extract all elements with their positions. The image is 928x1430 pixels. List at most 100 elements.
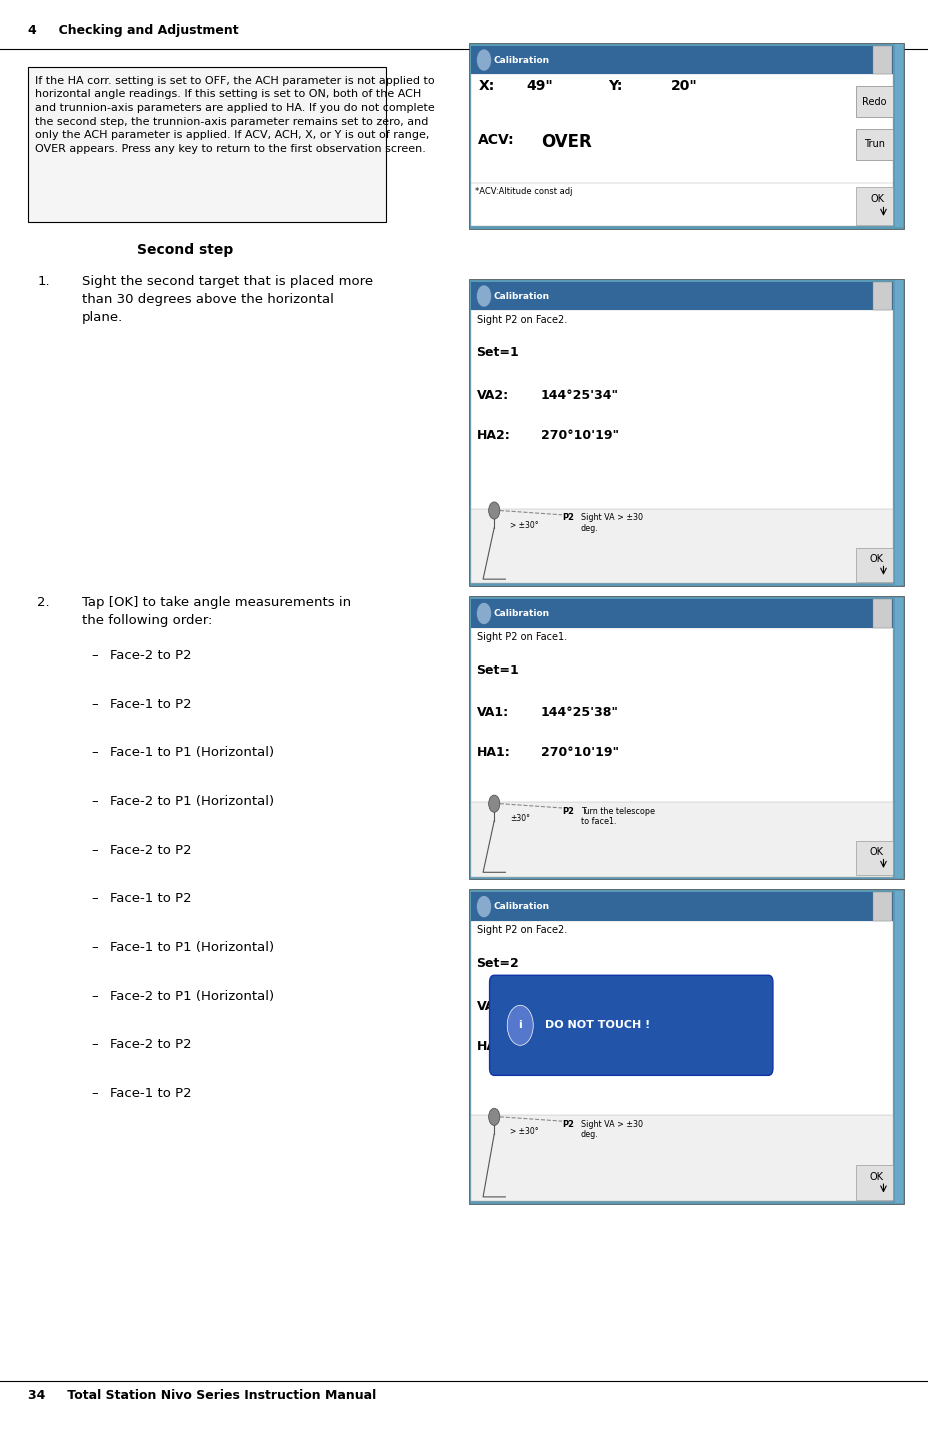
- Text: Face-1 to P2: Face-1 to P2: [110, 698, 191, 711]
- Text: X:: X:: [478, 79, 494, 93]
- Text: DO NOT TOUCH !: DO NOT TOUCH !: [545, 1021, 650, 1030]
- Bar: [470, 74, 892, 226]
- Text: VA1:: VA1:: [476, 706, 509, 719]
- Text: –: –: [91, 698, 97, 711]
- Text: –: –: [91, 941, 97, 954]
- Text: OK: OK: [869, 1173, 883, 1181]
- Text: i: i: [518, 1021, 522, 1030]
- Bar: [470, 46, 892, 74]
- Bar: [872, 46, 891, 74]
- Bar: [855, 841, 892, 875]
- Text: VA2:: VA2:: [476, 389, 509, 402]
- Text: 270°10'19": 270°10'19": [540, 429, 618, 442]
- Text: Turn the telescope
to face1.: Turn the telescope to face1.: [580, 807, 654, 827]
- Text: Redo: Redo: [861, 97, 885, 106]
- Bar: [469, 279, 903, 586]
- Text: –: –: [91, 990, 97, 1002]
- Circle shape: [488, 795, 499, 812]
- Text: 34     Total Station Nivo Series Instruction Manual: 34 Total Station Nivo Series Instruction…: [28, 1389, 376, 1401]
- Text: Sight P2 on Face1.: Sight P2 on Face1.: [476, 632, 566, 642]
- Text: Sight P2 on Face2.: Sight P2 on Face2.: [476, 925, 566, 935]
- Text: 270°10'19": 270°10'19": [540, 746, 618, 759]
- Bar: [855, 1165, 892, 1200]
- Bar: [469, 596, 903, 879]
- Bar: [470, 310, 892, 583]
- Text: Second step: Second step: [137, 243, 234, 257]
- Text: Tap [OK] to take angle measurements in
the following order:: Tap [OK] to take angle measurements in t…: [82, 596, 351, 628]
- Text: Set=2: Set=2: [476, 957, 519, 970]
- Text: –: –: [91, 1087, 97, 1100]
- Text: ACV:: ACV:: [478, 133, 514, 147]
- Text: –: –: [91, 746, 97, 759]
- Text: –: –: [91, 795, 97, 808]
- Bar: [855, 187, 892, 225]
- Text: Sight the second target that is placed more
than 30 degrees above the horizontal: Sight the second target that is placed m…: [82, 275, 372, 323]
- Text: Calibration: Calibration: [493, 292, 548, 300]
- Bar: [872, 892, 891, 921]
- Bar: [470, 921, 892, 1201]
- Text: > ±30°: > ±30°: [509, 521, 538, 529]
- Bar: [872, 282, 891, 310]
- Text: *ACV:Altitude const adj: *ACV:Altitude const adj: [474, 187, 572, 196]
- Bar: [855, 86, 892, 117]
- Circle shape: [477, 897, 490, 917]
- Circle shape: [477, 286, 490, 306]
- Bar: [470, 628, 892, 877]
- Text: –: –: [91, 892, 97, 905]
- Text: –: –: [91, 844, 97, 857]
- Text: Set=1: Set=1: [476, 346, 519, 359]
- Text: 2.: 2.: [37, 596, 50, 609]
- Bar: [855, 548, 892, 582]
- Bar: [872, 599, 891, 628]
- Text: Calibration: Calibration: [493, 902, 548, 911]
- Text: VA2:: VA2:: [476, 1000, 509, 1012]
- Text: P2: P2: [561, 513, 574, 522]
- Text: Face-2 to P1 (Horizontal): Face-2 to P1 (Horizontal): [110, 990, 274, 1002]
- Text: P2: P2: [561, 807, 574, 815]
- Text: –: –: [91, 1038, 97, 1051]
- Text: HA2:: HA2:: [476, 429, 509, 442]
- Bar: [894, 598, 902, 878]
- Text: 144°25'34": 144°25'34": [540, 389, 618, 402]
- Text: Y:: Y:: [608, 79, 622, 93]
- Text: ±30°: ±30°: [509, 814, 530, 822]
- Text: Trun: Trun: [863, 140, 883, 149]
- Bar: [469, 889, 903, 1204]
- Circle shape: [477, 603, 490, 623]
- Text: Set=1: Set=1: [476, 664, 519, 676]
- Text: 144°25'38": 144°25'38": [540, 706, 618, 719]
- Circle shape: [488, 502, 499, 519]
- Text: 4     Checking and Adjustment: 4 Checking and Adjustment: [28, 24, 238, 37]
- Bar: [894, 891, 902, 1203]
- Text: If the HA corr. setting is set to OFF, the ACH parameter is not applied to
horiz: If the HA corr. setting is set to OFF, t…: [35, 76, 434, 154]
- Bar: [894, 44, 902, 227]
- Text: Face-1 to P1 (Horizontal): Face-1 to P1 (Horizontal): [110, 941, 274, 954]
- Text: OK: OK: [869, 555, 883, 563]
- Text: Face-2 to P2: Face-2 to P2: [110, 1038, 191, 1051]
- Text: OK: OK: [869, 848, 883, 857]
- Text: Calibration: Calibration: [493, 56, 548, 64]
- Text: 49": 49": [526, 79, 553, 93]
- Text: Face-2 to P2: Face-2 to P2: [110, 649, 191, 662]
- Bar: [470, 599, 892, 628]
- FancyBboxPatch shape: [489, 975, 772, 1075]
- Text: Sight P2 on Face2.: Sight P2 on Face2.: [476, 315, 566, 325]
- Bar: [470, 1115, 892, 1201]
- Text: HA1:: HA1:: [476, 746, 509, 759]
- Bar: [470, 892, 892, 921]
- Bar: [855, 129, 892, 160]
- Text: OVER: OVER: [540, 133, 591, 152]
- Circle shape: [477, 50, 490, 70]
- Text: P2: P2: [561, 1120, 574, 1128]
- Text: –: –: [91, 649, 97, 662]
- Text: OK: OK: [870, 194, 883, 203]
- Circle shape: [507, 1005, 533, 1045]
- Text: > ±30°: > ±30°: [509, 1127, 538, 1135]
- Text: Calibration: Calibration: [493, 609, 548, 618]
- Text: Face-1 to P2: Face-1 to P2: [110, 1087, 191, 1100]
- Text: Sight VA > ±30
deg.: Sight VA > ±30 deg.: [580, 513, 642, 533]
- Text: HA2:: HA2:: [476, 1040, 509, 1052]
- Text: Face-1 to P2: Face-1 to P2: [110, 892, 191, 905]
- Bar: [470, 802, 892, 877]
- Text: Face-1 to P1 (Horizontal): Face-1 to P1 (Horizontal): [110, 746, 274, 759]
